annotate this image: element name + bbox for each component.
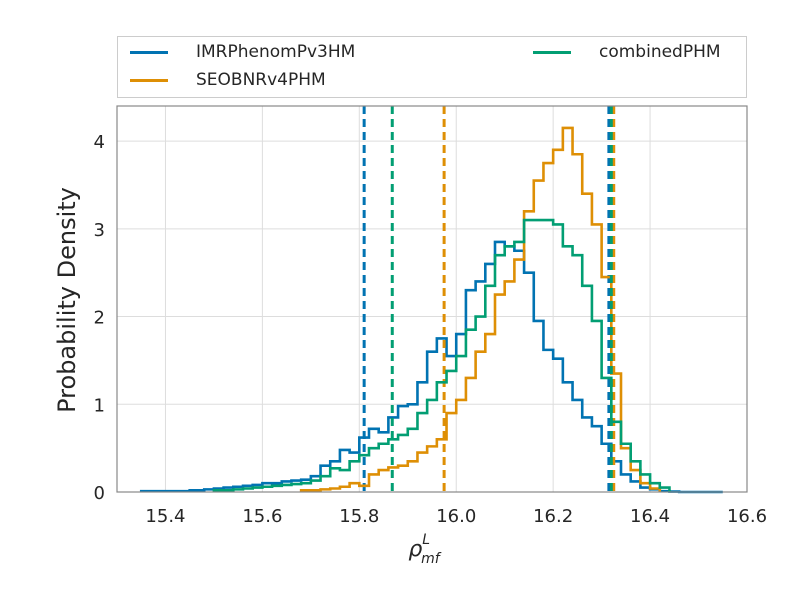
x-axis-superscript: L [422, 532, 430, 548]
y-tick-label: 4 [94, 132, 105, 153]
x-axis-subscript: mf [421, 551, 442, 567]
legend: IMRPhenomPv3HM SEOBNRv4PHM combinedPHM [117, 36, 747, 98]
y-axis-label: Probability Density [53, 187, 81, 413]
x-tick-label: 16.4 [630, 506, 670, 527]
y-tick-label: 0 [94, 483, 105, 504]
histogram-imrphenompv3hm [139, 240, 723, 494]
x-tick-label: 15.6 [242, 506, 282, 527]
x-tick-label: 16.0 [436, 506, 476, 527]
x-tick-label: 16.6 [727, 506, 767, 527]
legend-swatch-combinedphm [533, 50, 571, 54]
legend-label-imrphenompv3hm: IMRPhenomPv3HM [196, 42, 356, 62]
x-tick-label: 15.8 [339, 506, 379, 527]
legend-label-combinedphm: combinedPHM [599, 42, 721, 62]
x-axis-label: ρL mf [408, 532, 441, 567]
legend-entry-imrphenompv3hm: IMRPhenomPv3HM [130, 42, 355, 62]
y-tick-label: 2 [94, 308, 105, 329]
y-tick-label: 1 [94, 395, 105, 416]
x-tick-label: 15.4 [145, 506, 185, 527]
legend-swatch-imrphenompv3hm [130, 50, 168, 54]
legend-swatch-seobnrv4phm [130, 78, 168, 82]
histogram-combinedphm [212, 218, 671, 492]
plot-frame [116, 105, 748, 493]
legend-label-seobnrv4phm: SEOBNRv4PHM [196, 70, 326, 90]
tick-labels: 15.4 15.6 15.8 16.0 16.2 16.4 16.6 0 1 2 3 4 [94, 132, 767, 527]
legend-entry-combinedphm: combinedPHM [533, 42, 721, 62]
y-tick-label: 3 [94, 220, 105, 241]
x-axis-symbol: ρ [408, 537, 422, 562]
grid-lines [117, 106, 748, 493]
histogram-seobnrv4phm [299, 126, 662, 492]
series-layer [139, 106, 723, 494]
x-tick-label: 16.2 [533, 506, 573, 527]
legend-entry-seobnrv4phm: SEOBNRv4PHM [130, 70, 326, 90]
